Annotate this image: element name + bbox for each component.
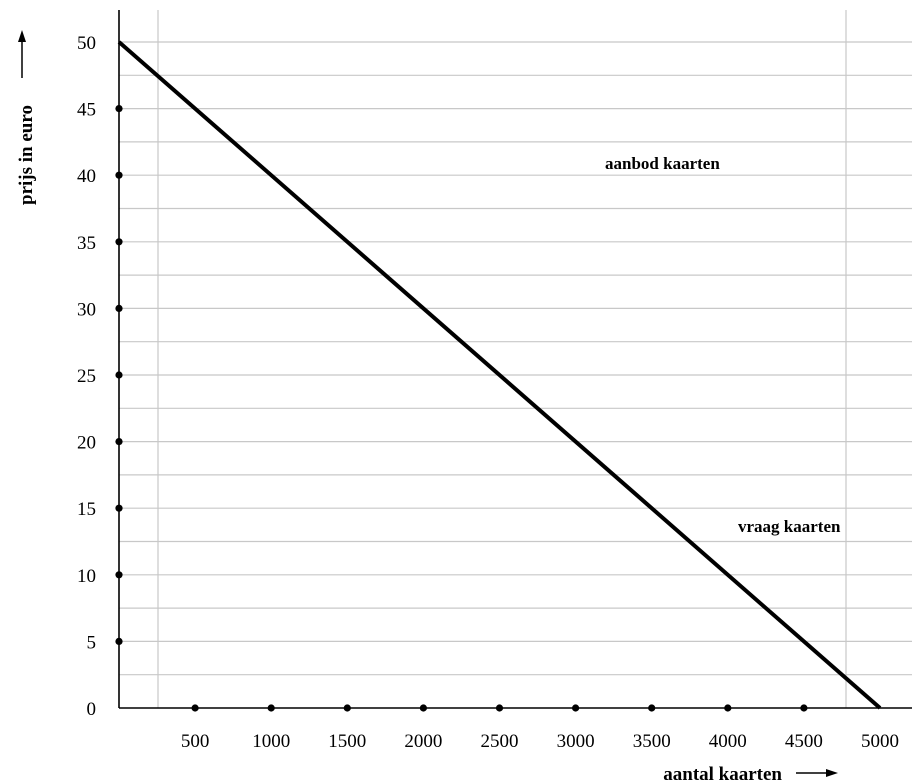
grid: [119, 10, 912, 708]
y-tick-label: 45: [77, 100, 96, 121]
y-tick-dot: [115, 637, 123, 646]
y-tick-label: 0: [87, 699, 97, 720]
x-tick-dot: [648, 704, 656, 712]
x-tick-dot: [419, 704, 427, 712]
x-tick-label: 3500: [633, 731, 671, 752]
y-tick-label: 40: [77, 166, 96, 187]
x-tick-dot: [572, 704, 580, 712]
x-tick-dot: [343, 704, 351, 712]
y-tick-label: 10: [77, 566, 96, 587]
x-tick-label: 3000: [557, 731, 595, 752]
x-tick-dot: [724, 704, 732, 712]
x-tick-label: 2500: [481, 731, 519, 752]
y-tick-label: 50: [77, 33, 96, 54]
annotation-aanbod: aanbod kaarten: [605, 154, 720, 173]
labels: 0 5 10 15 20 25 30 35 40 45 50 500 1000 1500 2000 2500 3…: [77, 33, 899, 752]
y-tick-dot: [115, 171, 123, 179]
x-tick-label: 1500: [328, 731, 366, 752]
x-axis-arrow-icon: [796, 769, 838, 777]
x-tick-dot: [495, 704, 504, 712]
series: [117, 40, 882, 710]
x-tick-dot: [800, 704, 808, 712]
x-tick-label: 4500: [785, 731, 823, 752]
y-tick-dot: [115, 571, 123, 579]
y-tick-label: 15: [77, 499, 96, 520]
y-tick-dot: [115, 371, 123, 379]
y-tick-dot: [115, 238, 123, 246]
y-tick-label: 5: [87, 632, 97, 653]
ticks: [115, 105, 808, 712]
x-tick-dot: [191, 704, 199, 712]
y-tick-label: 20: [77, 433, 96, 454]
x-tick-label: 2000: [404, 731, 442, 752]
y-axis-title: prijs in euro: [16, 105, 37, 205]
series-line: [117, 40, 882, 710]
y-tick-dot: [115, 438, 123, 446]
axes: [118, 10, 912, 709]
x-tick-label: 5000: [861, 731, 899, 752]
x-tick-dot: [267, 704, 275, 712]
x-tick-label: 500: [181, 731, 210, 752]
x-tick-label: 1000: [252, 731, 290, 752]
y-tick-label: 35: [77, 233, 96, 254]
y-axis-arrow-icon: [18, 30, 26, 78]
y-tick-dot: [115, 105, 123, 113]
x-axis-title: aantal kaarten: [663, 764, 782, 784]
y-tick-dot: [115, 304, 123, 312]
annotation-vraag: vraag kaarten: [738, 517, 841, 536]
y-tick-label: 25: [77, 366, 96, 387]
x-tick-label: 4000: [709, 731, 747, 752]
y-tick-dot: [115, 504, 123, 512]
y-tick-label: 30: [77, 299, 96, 320]
